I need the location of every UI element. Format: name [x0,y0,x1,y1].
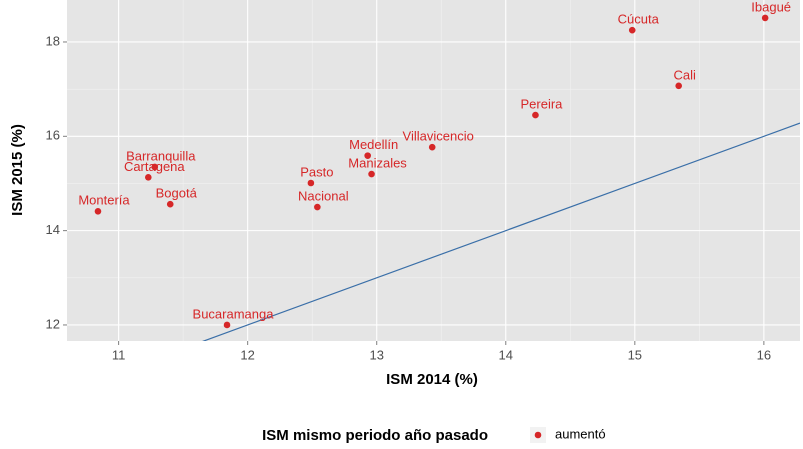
legend-title: ISM mismo periodo año pasado [262,427,488,444]
point [151,163,159,171]
y-tick-label: 16 [46,128,60,143]
point [675,82,682,90]
reference-line [202,122,800,341]
point-label: Pasto [300,164,333,179]
y-tick-label: 18 [46,33,60,48]
point-label: Cali [673,67,696,82]
point-label: Ibagué [751,0,791,14]
point-label: Medellín [349,137,398,152]
point-label: Pereira [520,97,563,112]
point-label: Nacional [298,188,349,203]
panel [67,0,800,341]
x-axis-title: ISM 2014 (%) [386,371,478,388]
point [364,152,371,159]
point-label: Cúcuta [618,12,660,27]
point-label: Bogotá [156,186,198,201]
y-tick-label: 14 [46,222,60,237]
x-tick-label: 13 [369,347,383,362]
point [761,14,769,22]
point [368,170,375,178]
point-label: Villavicencio [403,129,474,144]
point-label: Bucaramanga [193,306,275,321]
plot-area [94,14,800,341]
legend-label: aumentó [555,426,606,441]
legend-marker [534,431,542,439]
point-label: Cartagena [124,159,185,174]
y-tick-label: 12 [46,316,60,331]
point [532,111,539,119]
point [314,203,321,211]
point-label: Manizales [348,155,407,170]
point [628,26,636,34]
point [223,321,231,329]
x-tick-label: 12 [240,347,254,362]
point [94,207,102,215]
x-tick-label: 14 [499,347,513,362]
point-label: Montería [78,193,130,208]
x-tick-label: 11 [112,347,126,362]
point [166,200,174,208]
point [428,143,436,151]
point [307,179,315,187]
y-axis-title: ISM 2015 (%) [9,124,26,216]
x-tick-label: 15 [628,347,642,362]
x-tick-label: 16 [757,347,771,362]
point [145,174,152,181]
point-label: Barranquilla [126,148,196,163]
